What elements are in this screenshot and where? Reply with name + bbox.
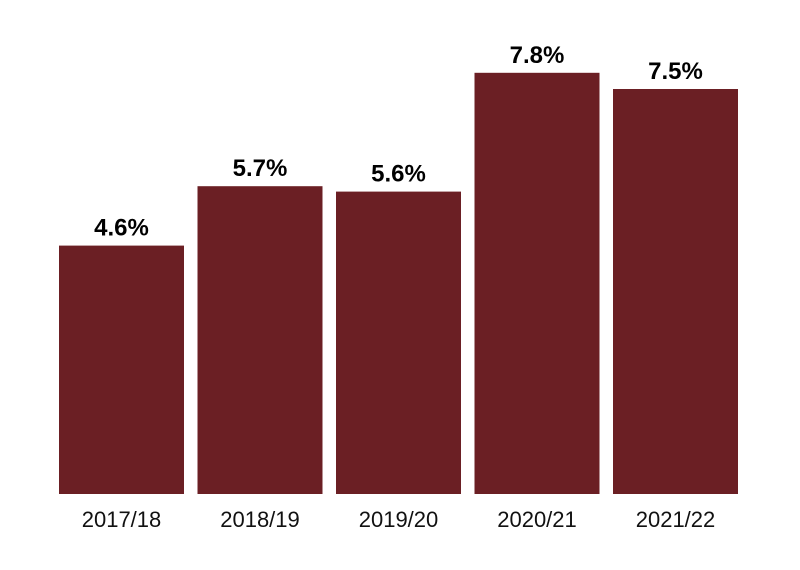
bar-2021-22 <box>613 89 738 494</box>
bars-layer <box>59 72 738 495</box>
bar-2017-18 <box>59 245 184 494</box>
data-label-2020-21: 7.8% <box>510 42 565 69</box>
x-tick-labels-layer: 2017/18 2018/19 2019/20 2020/21 2021/22 <box>82 507 716 532</box>
x-tick-label-2021-22: 2021/22 <box>636 507 716 532</box>
x-tick-label-2017-18: 2017/18 <box>82 507 162 532</box>
bar-2018-19 <box>197 186 323 494</box>
data-label-2018-19: 5.7% <box>233 155 288 182</box>
x-tick-label-2019-20: 2019/20 <box>359 507 439 532</box>
bar-2019-20 <box>336 191 461 494</box>
value-labels-layer: 4.6% 5.7% 5.6% 7.8% 7.5% <box>94 42 703 242</box>
data-label-2019-20: 5.6% <box>371 161 426 188</box>
x-tick-label-2018-19: 2018/19 <box>220 507 300 532</box>
data-label-2017-18: 4.6% <box>94 215 149 242</box>
x-tick-label-2020-21: 2020/21 <box>497 507 577 532</box>
data-label-2021-22: 7.5% <box>648 58 703 85</box>
bar-2020-21 <box>474 72 600 495</box>
